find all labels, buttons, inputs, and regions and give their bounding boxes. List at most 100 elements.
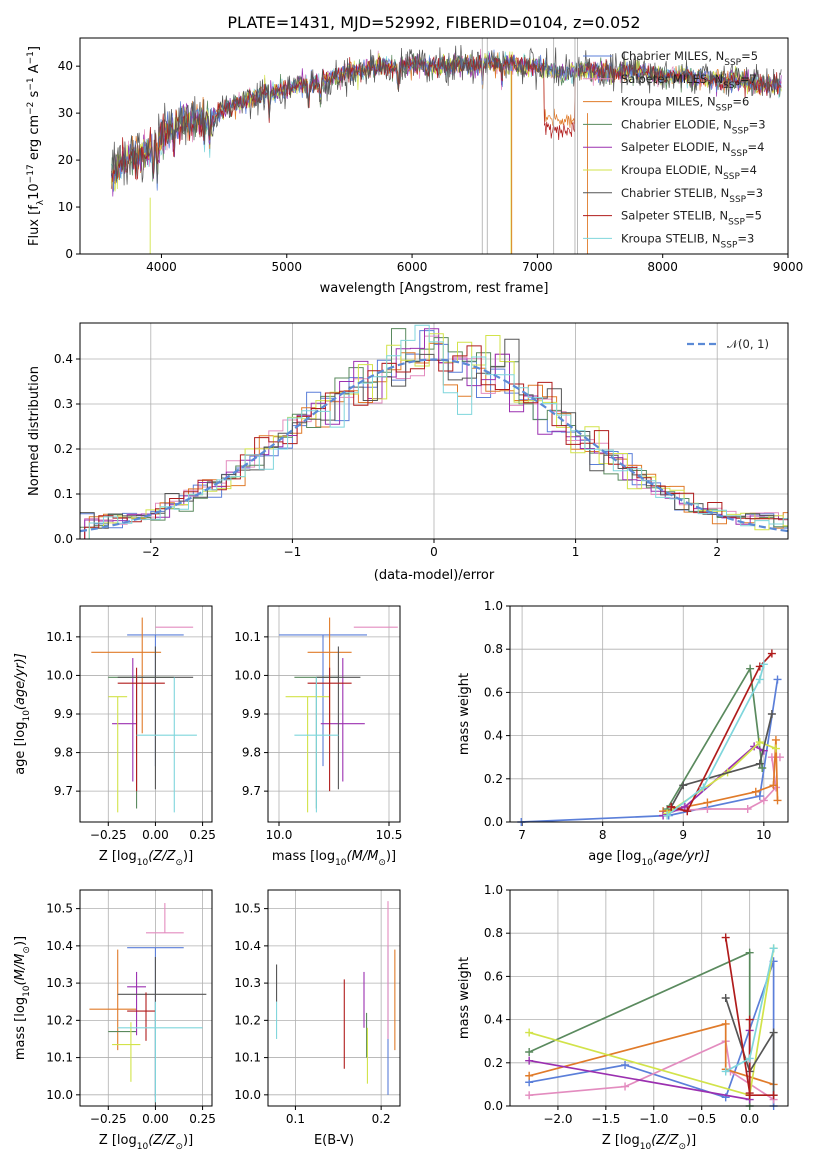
y-tick-label: 10.3 (234, 976, 261, 990)
y-tick-label: 1.0 (484, 883, 503, 897)
x-tick-label: −1 (284, 545, 302, 559)
weight-marker (721, 933, 730, 942)
y-tick-label: 0.4 (484, 1013, 503, 1027)
errorbar-point (108, 696, 128, 813)
errorbar-point (316, 646, 361, 790)
weight-line (521, 679, 779, 823)
errorbar-point (112, 1022, 141, 1082)
weight-line (528, 951, 751, 1106)
x-tick-label: 5000 (271, 260, 302, 274)
spectrum-lines (110, 38, 782, 254)
y-tick-label: 0.0 (484, 815, 503, 829)
weight-marker (679, 781, 688, 790)
weight-line (666, 664, 765, 817)
axes-frame (267, 605, 401, 823)
errorbar-point (117, 1001, 203, 1103)
y-tick-label: 0.2 (484, 1056, 503, 1070)
weight-marker (746, 664, 755, 673)
weight-marker (721, 1067, 730, 1076)
x-tick-label: 0.00 (142, 828, 169, 842)
y-tick-label: 9.7 (242, 784, 261, 798)
weight-marker (743, 805, 752, 814)
weight-marker (755, 738, 764, 747)
weight-marker (525, 1071, 534, 1080)
weight-marker (525, 1048, 534, 1056)
axes-frame (79, 605, 213, 823)
legend-label: 𝒩(0, 1) (727, 337, 769, 351)
axes-frame (79, 322, 789, 540)
weight-marker (751, 787, 760, 796)
x-tick-label: 0 (430, 545, 438, 559)
weight-marker (769, 1091, 778, 1100)
legend-label: Chabrier STELIB, NSSP=3 (621, 186, 763, 205)
weight-marker (759, 660, 768, 669)
y-tick-label: 0.8 (484, 926, 503, 940)
y-tick-label: 0.6 (484, 969, 503, 983)
y-tick-label: 10.0 (234, 1088, 261, 1102)
x-tick-label: 9 (679, 828, 687, 842)
x-tick-label: −1.5 (591, 1112, 620, 1126)
errorbar-point (279, 634, 367, 767)
y-axis-label: mass [log10(M/M⊙)] (13, 936, 32, 1060)
y-tick-label: 10.2 (46, 1013, 73, 1027)
histogram-series (80, 324, 788, 539)
x-tick-label: 4000 (146, 260, 177, 274)
normal-curve (80, 358, 788, 533)
weight-marker (767, 710, 776, 718)
age_vs_Z-axes: −0.25 0.00 0.25 9.7 9.8 9.9 10.0 10.1 Z [log10(Z… (13, 605, 216, 868)
histogram-7 (84, 345, 788, 539)
histogram-8 (88, 324, 788, 539)
legend-label: Kroupa ELODIE, NSSP=4 (621, 163, 757, 182)
axes-frame (509, 889, 789, 1107)
weight-marker (755, 792, 764, 801)
y-tick-label: 0.8 (484, 642, 503, 656)
legend-label: Salpeter STELIB, NSSP=5 (621, 209, 762, 228)
x-tick-label: −1.0 (639, 1112, 668, 1126)
errorbar-point (136, 677, 197, 813)
legend-label: Kroupa STELIB, NSSP=3 (621, 231, 754, 250)
y-tick-label: 9.8 (242, 746, 261, 760)
y-axis-label: Normed distribution (27, 366, 42, 496)
weight-marker (621, 1060, 630, 1069)
weight_vs_Z-axes: −2.0 −1.5 −1.0 −0.5 0.0 0.0 0.2 0.4 0.6 0.8 1.0 Z [… (457, 883, 789, 1152)
weight-marker (755, 759, 764, 768)
axes-frame (267, 889, 401, 1107)
weight-marker (667, 802, 676, 811)
errorbar-point (320, 658, 365, 782)
y-tick-label: 0.2 (484, 772, 503, 786)
y-tick-label: 10.1 (234, 1051, 261, 1065)
weight-line (670, 652, 773, 813)
weight-marker (775, 753, 784, 762)
weight-marker (683, 807, 692, 816)
weight-series-1 (525, 1037, 778, 1104)
x-axis-label: wavelength [Angstrom, rest frame] (320, 281, 549, 296)
y-tick-label: 0.4 (484, 729, 503, 743)
y-tick-label: 9.8 (54, 746, 73, 760)
weight-line (529, 1030, 751, 1101)
y-tick-label: 30 (58, 106, 73, 120)
y-tick-label: 10.1 (46, 630, 73, 644)
weight-series-0 (517, 675, 782, 826)
y-tick-label: 10.5 (46, 902, 73, 916)
x-axis-label: Z [log10(Z/Z⊙)] (99, 849, 193, 868)
y-tick-label: 0.1 (54, 487, 73, 501)
errorbar-point (285, 696, 330, 813)
x-tick-label: 0.25 (189, 1112, 216, 1126)
y-tick-label: 10.5 (234, 902, 261, 916)
y-axis-label: mass weight (457, 673, 472, 755)
y-tick-label: 20 (58, 153, 73, 167)
weight-marker (755, 675, 764, 684)
legend-label: Chabrier MILES, NSSP=5 (621, 49, 758, 68)
x-tick-label: 2 (713, 545, 721, 559)
errorbar-point (89, 949, 137, 1051)
x-axis-label: Z [log10(Z/Z⊙)] (99, 1133, 193, 1152)
weight-marker (745, 1015, 754, 1024)
weight-marker (773, 675, 782, 684)
x-tick-label: 10.5 (376, 828, 403, 842)
weight-marker (771, 744, 780, 753)
weight-marker (525, 1091, 534, 1100)
weight-marker (721, 1019, 730, 1028)
y-tick-label: 1.0 (484, 599, 503, 613)
weight_vs_age-axes: 7 8 9 10 0.0 0.2 0.4 0.6 0.8 1.0 age [log10(age/yr… (457, 599, 789, 868)
